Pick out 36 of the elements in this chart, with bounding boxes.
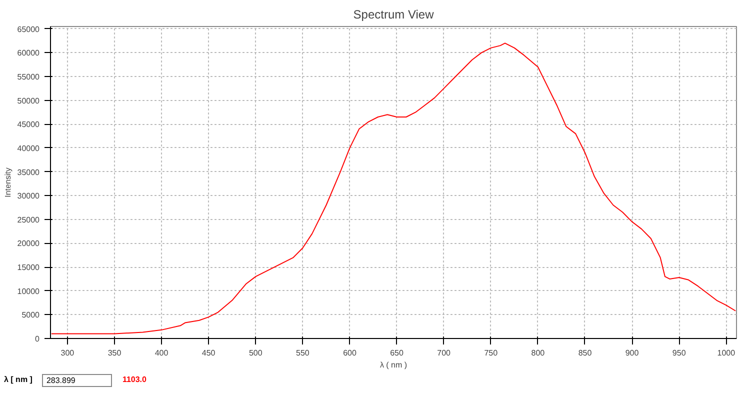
y-tick-label: 30000: [17, 192, 40, 201]
y-tick-label: 35000: [17, 168, 40, 177]
y-tick-label: 10000: [17, 286, 40, 296]
x-tick-label: 950: [672, 348, 686, 358]
text: 283.899: [46, 375, 76, 386]
x-tick-label: 600: [343, 348, 357, 358]
y-tick-label: 60000: [17, 48, 40, 58]
y-axis-title: Intensity: [3, 168, 12, 198]
y-tick-label: 55000: [17, 72, 40, 82]
x-tick-label: 1000: [717, 348, 736, 358]
chart-title: Spectrum View: [353, 8, 434, 22]
y-tick-label: 65000: [17, 24, 40, 34]
x-tick-label: 350: [108, 348, 122, 358]
y-tick-label: 40000: [17, 144, 40, 153]
x-tick-label: 650: [390, 348, 404, 358]
x-axis-title: λ ( nm ): [380, 360, 408, 370]
x-tick-label: 450: [202, 348, 216, 358]
y-tick-label: 0: [35, 334, 40, 344]
x-tick-label: 500: [248, 348, 263, 358]
text: 1103.0: [122, 374, 146, 386]
x-tick-label: 400: [154, 348, 169, 358]
x-tick-label: 800: [531, 348, 546, 358]
x-tick-label: 700: [437, 348, 452, 358]
y-tick-label: 45000: [17, 120, 40, 130]
y-tick-label: 15000: [17, 263, 40, 272]
x-tick-label: 550: [296, 348, 310, 358]
text: λ [ nm ]: [4, 374, 32, 386]
x-tick-label: 900: [625, 348, 640, 358]
x-tick-label: 300: [60, 348, 75, 358]
y-tick-label: 25000: [17, 215, 40, 224]
y-tick-label: 5000: [22, 310, 40, 320]
x-tick-label: 850: [578, 348, 592, 358]
x-tick-label: 750: [484, 348, 498, 358]
y-tick-label: 20000: [17, 239, 40, 248]
line-series: [50, 42, 736, 334]
y-tick-label: 50000: [17, 96, 40, 106]
